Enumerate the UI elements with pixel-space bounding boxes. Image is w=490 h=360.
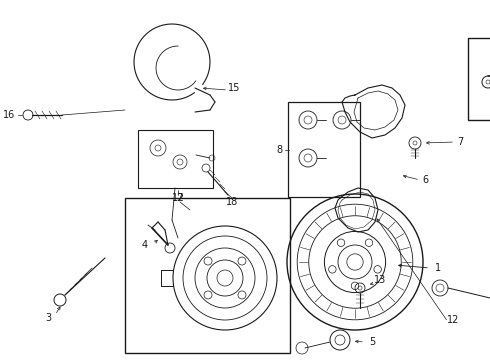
Text: 4: 4 <box>142 240 148 250</box>
Text: 2: 2 <box>176 193 184 203</box>
Text: 5: 5 <box>369 337 375 347</box>
Bar <box>125 198 290 353</box>
Text: 1: 1 <box>435 263 441 273</box>
Bar <box>138 130 213 188</box>
Text: 16: 16 <box>3 110 15 120</box>
Text: 3: 3 <box>45 313 51 323</box>
Text: 15: 15 <box>228 83 240 93</box>
Text: 12: 12 <box>447 315 459 325</box>
Text: 13: 13 <box>374 275 386 285</box>
Text: 18: 18 <box>226 197 238 207</box>
Text: 7: 7 <box>457 137 463 147</box>
Text: 6: 6 <box>422 175 428 185</box>
Text: 17: 17 <box>172 193 184 203</box>
Text: 8: 8 <box>276 145 282 155</box>
Bar <box>288 102 360 197</box>
Bar <box>468 38 490 120</box>
